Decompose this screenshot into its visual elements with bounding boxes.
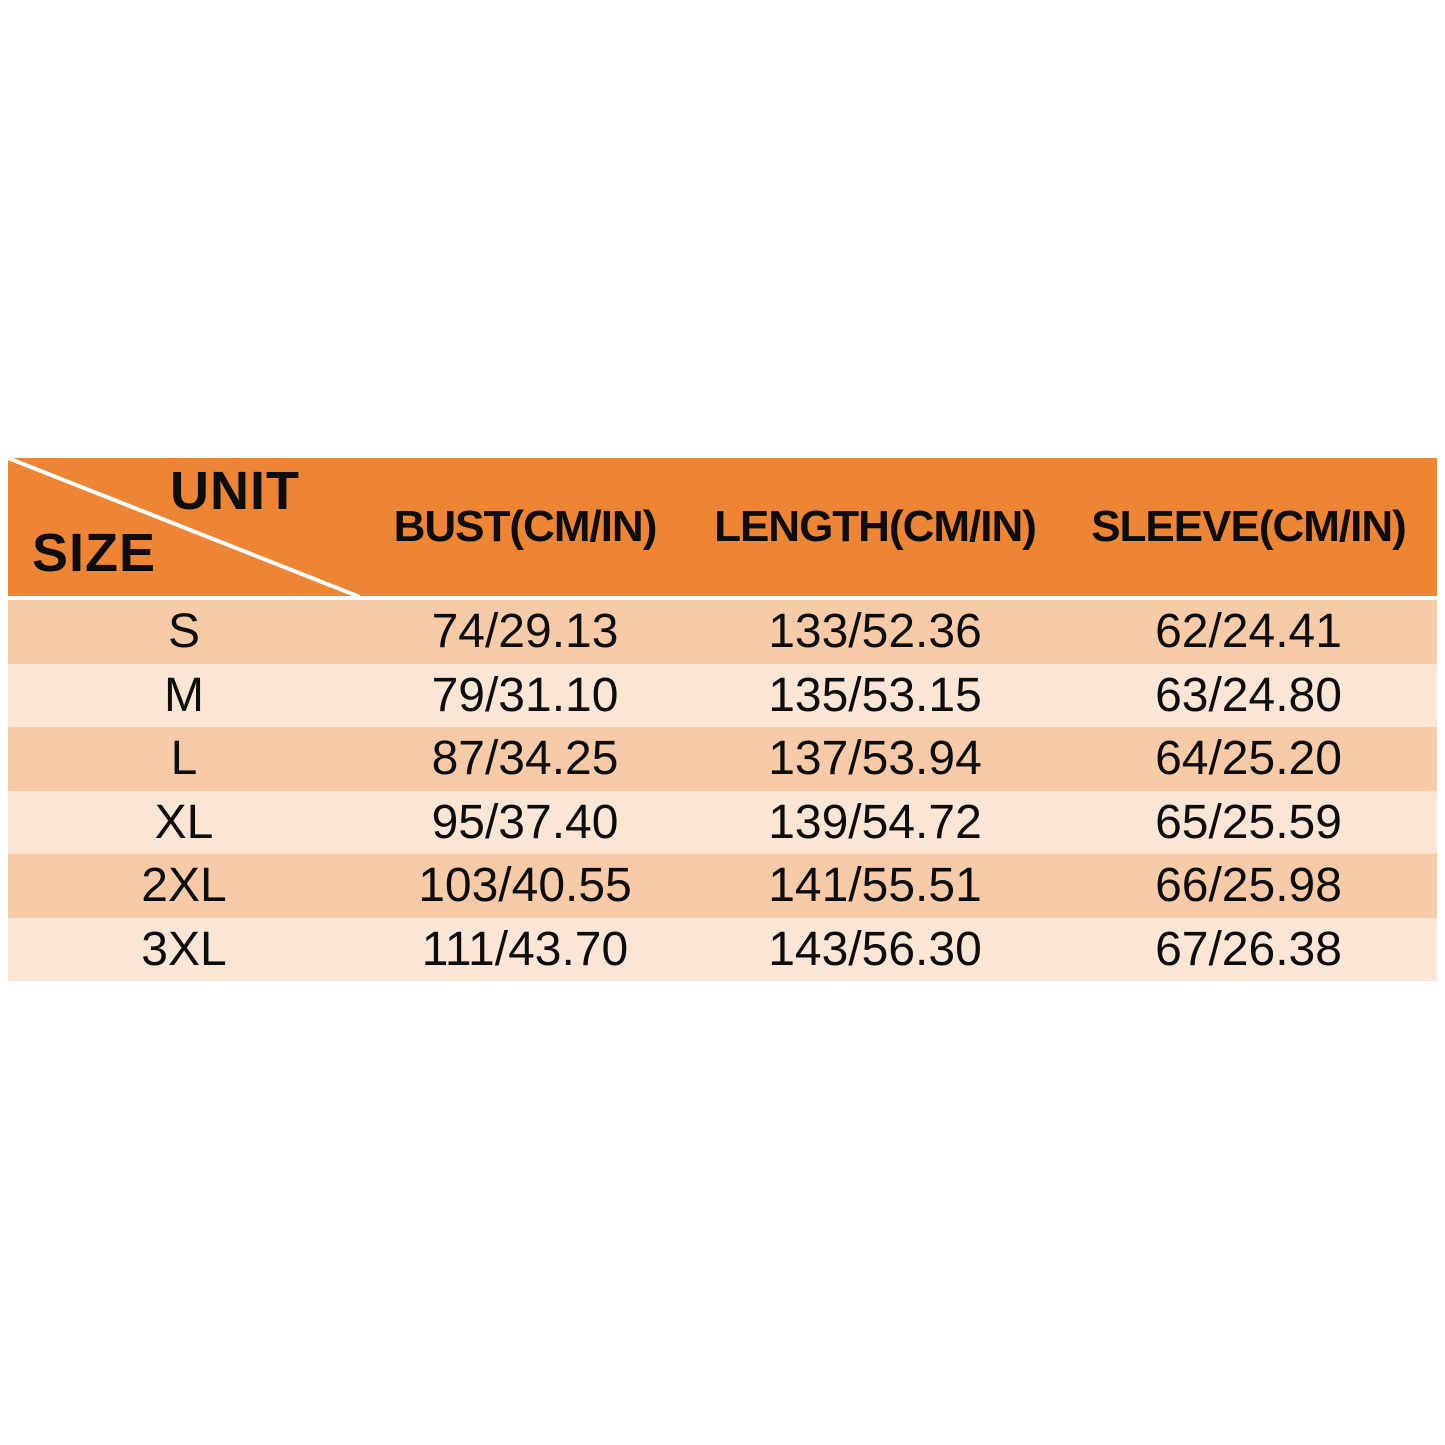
column-header-bust: BUST(CM/IN) bbox=[393, 502, 658, 551]
length-value: 139/54.72 bbox=[768, 795, 982, 849]
column-header-sleeve: SLEEVE(CM/IN) bbox=[1091, 502, 1407, 551]
size-chart-table: UNIT SIZE BUST(CM/IN) LENGTH(CM/IN) SLEE… bbox=[8, 458, 1437, 981]
length-value: 135/53.15 bbox=[768, 668, 982, 722]
size-value: L bbox=[170, 732, 198, 786]
size-label: SIZE bbox=[32, 523, 157, 583]
length-value: 143/56.30 bbox=[768, 922, 982, 976]
length-value: 133/52.36 bbox=[768, 605, 982, 659]
size-value: M bbox=[164, 668, 204, 722]
length-value: 141/55.51 bbox=[768, 859, 982, 913]
size-value: S bbox=[167, 605, 200, 659]
bust-value: 74/29.13 bbox=[431, 605, 619, 659]
sleeve-value: 64/25.20 bbox=[1155, 732, 1342, 786]
bust-value: 111/43.70 bbox=[421, 922, 629, 976]
bust-value: 103/40.55 bbox=[418, 859, 632, 913]
table-row-xl: XL 95/37.40 139/54.72 65/25.59 bbox=[8, 790, 1437, 854]
sleeve-value: 66/25.98 bbox=[1155, 859, 1342, 913]
size-value: 3XL bbox=[141, 922, 227, 976]
table-body: S 74/29.13 133/52.36 62/24.41 M 79/31.10… bbox=[8, 600, 1437, 981]
column-header-length: LENGTH(CM/IN) bbox=[714, 502, 1037, 551]
length-value: 137/53.94 bbox=[768, 732, 982, 786]
table-header-row: UNIT SIZE BUST(CM/IN) LENGTH(CM/IN) SLEE… bbox=[8, 458, 1437, 596]
sleeve-value: 65/25.59 bbox=[1155, 795, 1342, 849]
diagonal-divider-line bbox=[8, 458, 360, 596]
size-value: 2XL bbox=[141, 859, 227, 913]
unit-label: UNIT bbox=[170, 461, 300, 521]
sleeve-value: 67/26.38 bbox=[1155, 922, 1342, 976]
size-value: XL bbox=[154, 795, 214, 849]
bust-value: 79/31.10 bbox=[431, 668, 619, 722]
table-row-m: M 79/31.10 135/53.15 63/24.80 bbox=[8, 663, 1437, 727]
table-row-2xl: 2XL 103/40.55 141/55.51 66/25.98 bbox=[8, 854, 1437, 918]
bust-value: 87/34.25 bbox=[431, 732, 619, 786]
sleeve-value: 63/24.80 bbox=[1155, 668, 1342, 722]
table-row-l: L 87/34.25 137/53.94 64/25.20 bbox=[8, 727, 1437, 791]
bust-value: 95/37.40 bbox=[431, 795, 619, 849]
sleeve-value: 62/24.41 bbox=[1155, 605, 1342, 659]
table-row-s: S 74/29.13 133/52.36 62/24.41 bbox=[8, 600, 1437, 664]
corner-cell: UNIT SIZE bbox=[8, 458, 360, 596]
table-row-3xl: 3XL 111/43.70 143/56.30 67/26.38 bbox=[8, 917, 1437, 981]
